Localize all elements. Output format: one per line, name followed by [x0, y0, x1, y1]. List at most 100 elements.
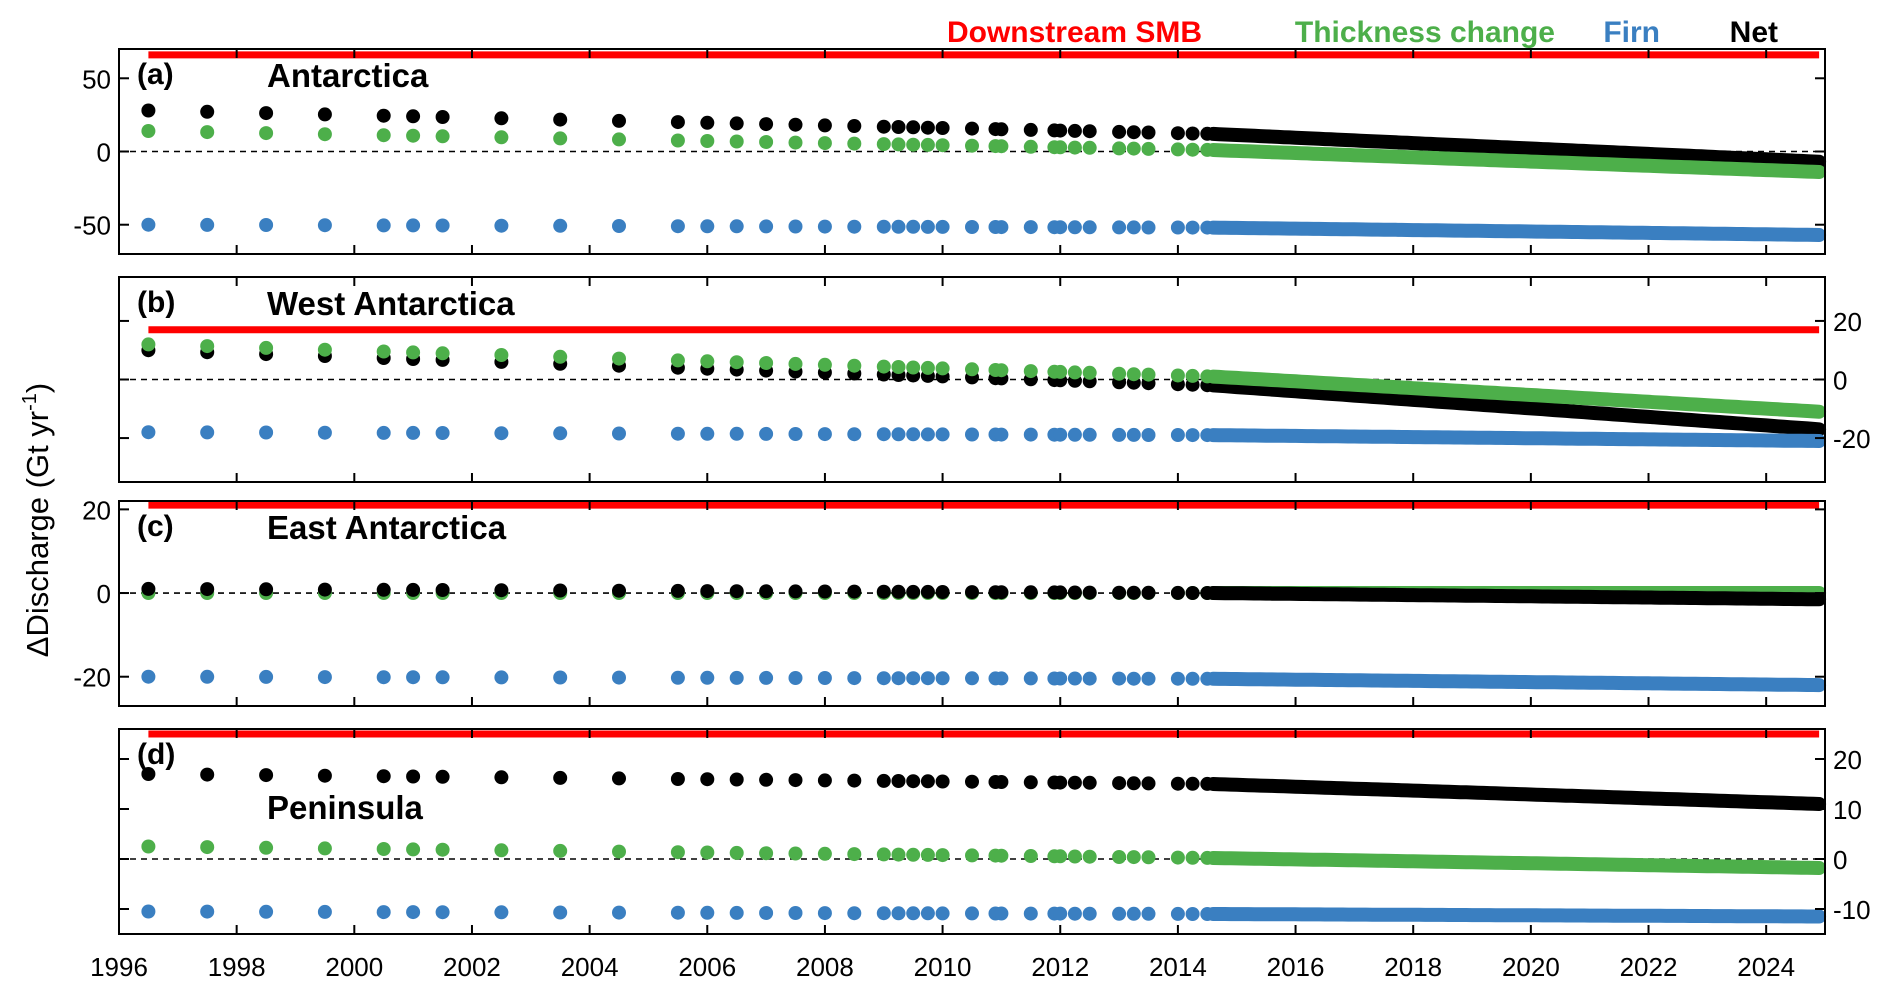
data-point [317, 768, 332, 783]
y-tick-label: 20 [82, 495, 111, 525]
data-point [788, 356, 803, 371]
data-point [406, 128, 421, 143]
data-point [1170, 776, 1185, 791]
y-tick-label: 20 [1833, 745, 1862, 775]
data-point [1170, 126, 1185, 141]
data-point [317, 127, 332, 142]
panel-2: 20 0 -20 (b) West Antarctica [118, 276, 1871, 483]
data-point [759, 670, 774, 685]
data-point [200, 125, 215, 140]
dense-series-line [1206, 907, 1827, 924]
data-point [935, 774, 950, 789]
data-point [700, 115, 715, 130]
y-tick-label: 20 [1833, 307, 1862, 337]
data-point [935, 361, 950, 376]
data-point [1170, 220, 1185, 235]
data-point [1067, 849, 1082, 864]
data-point [435, 670, 450, 685]
data-point [965, 585, 979, 600]
data-point [1126, 125, 1141, 140]
legend-thickness-change: Thickness change [1295, 16, 1555, 49]
dense-series-line [1206, 851, 1827, 875]
data-point [1023, 364, 1038, 379]
data-point [965, 906, 979, 921]
data-point [920, 427, 935, 442]
legend-downstream-smb: Downstream SMB [947, 16, 1202, 49]
data-point [200, 904, 215, 919]
data-point [876, 584, 891, 599]
data-point [994, 139, 1009, 154]
data-point [1185, 586, 1200, 600]
data-point [891, 671, 906, 686]
y-tick-label: 0 [1833, 366, 1847, 396]
data-point [553, 131, 568, 146]
data-point [141, 124, 156, 138]
data-point [817, 136, 832, 151]
dense-series-line [1206, 378, 1827, 437]
data-point [700, 670, 715, 685]
data-point [994, 775, 1009, 789]
data-point [847, 847, 862, 862]
y-tick-label: -20 [73, 663, 111, 693]
data-point [1112, 906, 1127, 921]
data-point [920, 584, 935, 599]
series-firn [141, 904, 1827, 924]
data-point [759, 772, 774, 787]
data-point [670, 115, 685, 130]
data-point [847, 773, 862, 788]
data-point [817, 584, 832, 599]
y-tick-label: 50 [82, 64, 111, 94]
data-point [788, 906, 803, 920]
series-net [141, 581, 1827, 607]
data-point [1082, 220, 1097, 235]
data-point [1082, 124, 1097, 139]
data-point [553, 112, 568, 127]
data-point [965, 121, 979, 136]
y-axis-label-main: ΔDischarge (Gt yr [20, 411, 55, 657]
data-point [891, 774, 906, 788]
data-point [1053, 906, 1068, 921]
data-point [435, 583, 450, 597]
data-point [965, 848, 979, 863]
data-point [1023, 585, 1038, 600]
data-point [1023, 906, 1038, 921]
data-point [1067, 427, 1082, 442]
data-point [1053, 585, 1068, 600]
data-point [376, 108, 391, 123]
data-point [141, 581, 156, 596]
data-point [406, 582, 421, 597]
y-tick-label: -50 [73, 211, 111, 241]
data-point [817, 846, 832, 861]
data-point [1185, 220, 1200, 235]
data-point [1141, 671, 1156, 686]
y-axis-label: ΔDischarge (Gt yr-1) [19, 383, 55, 658]
data-point [612, 132, 626, 147]
data-point [906, 671, 921, 686]
data-point [1067, 906, 1082, 921]
y-tick-label: 0 [97, 138, 111, 168]
data-point [847, 584, 862, 599]
panel-frame [118, 728, 1826, 935]
data-point [1053, 220, 1068, 235]
y-tick-label: 10 [1833, 795, 1862, 825]
data-point [435, 842, 450, 857]
series-firn [141, 669, 1827, 693]
data-point [141, 669, 156, 684]
data-point [906, 360, 921, 375]
dense-series-line [1206, 369, 1827, 419]
legend-net: Net [1730, 16, 1778, 49]
data-point [935, 427, 950, 442]
data-point [1126, 220, 1141, 235]
data-point [1112, 366, 1127, 381]
data-point [406, 769, 421, 784]
data-point [494, 843, 509, 858]
panel-1: 50 0 -50 (a) Antarctica [73, 48, 1827, 255]
x-tick-label: 2002 [443, 952, 501, 982]
y-axis-label-sup: -1 [19, 393, 41, 411]
data-point [920, 360, 935, 375]
data-point [553, 670, 568, 685]
data-point [376, 128, 391, 143]
data-point [729, 116, 744, 131]
y-tick-label: 0 [97, 579, 111, 609]
data-point [1141, 141, 1156, 156]
